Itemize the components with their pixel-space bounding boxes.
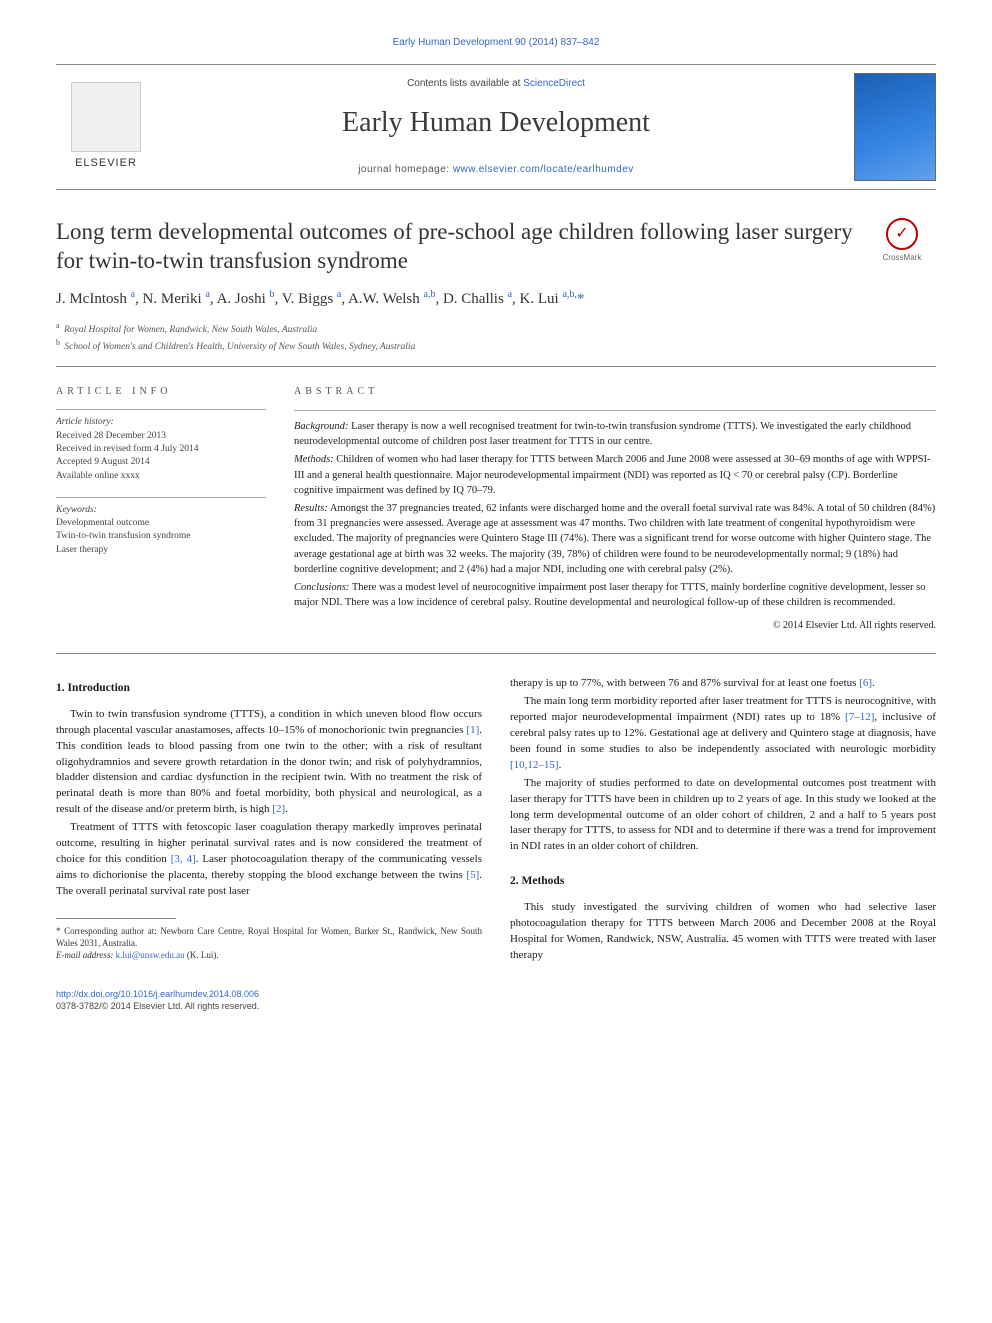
history-label: Article history: — [56, 416, 266, 429]
contents-prefix: Contents lists available at — [407, 78, 523, 89]
ref-link[interactable]: [2] — [272, 803, 285, 815]
keyword: Laser therapy — [56, 544, 266, 557]
history-item: Accepted 9 August 2014 — [56, 456, 266, 469]
article-title: Long term developmental outcomes of pre-… — [56, 218, 858, 276]
abstract-conclusions: Conclusions: There was a modest level of… — [294, 580, 936, 610]
col2-p2: The main long term morbidity reported af… — [510, 694, 936, 774]
affiliations: a Royal Hospital for Women, Randwick, Ne… — [56, 320, 936, 355]
abstract-col: ABSTRACT Background: Laser therapy is no… — [294, 385, 936, 633]
journal-header: ELSEVIER Contents lists available at Sci… — [56, 64, 936, 190]
right-column: therapy is up to 77%, with between 76 an… — [510, 676, 936, 966]
affiliation-b: b School of Women's and Children's Healt… — [56, 337, 936, 354]
ref-link[interactable]: [5] — [466, 869, 479, 881]
journal-center: Contents lists available at ScienceDirec… — [156, 77, 836, 176]
ref-link[interactable]: [1] — [466, 724, 479, 736]
crossmark-badge[interactable]: ✓ CrossMark — [868, 218, 936, 263]
ref-link[interactable]: [10,12–15] — [510, 759, 559, 771]
article-info-head: ARTICLE INFO — [56, 385, 266, 399]
contents-line: Contents lists available at ScienceDirec… — [156, 77, 836, 91]
publisher-logo-block: ELSEVIER — [56, 82, 156, 171]
info-abstract-row: ARTICLE INFO Article history: Received 2… — [56, 385, 936, 633]
abstract-methods: Methods: Children of women who had laser… — [294, 452, 936, 498]
doi-link[interactable]: http://dx.doi.org/10.1016/j.earlhumdev.2… — [56, 989, 259, 999]
abstract-results: Results: Amongst the 37 pregnancies trea… — [294, 501, 936, 577]
body-columns: 1. Introduction Twin to twin transfusion… — [56, 676, 936, 966]
keywords-block: Keywords: Developmental outcome Twin-to-… — [56, 497, 266, 557]
crossmark-label: CrossMark — [883, 253, 922, 262]
page: Early Human Development 90 (2014) 837–84… — [0, 0, 992, 1053]
authors-line: J. McIntosh a, N. Meriki a, A. Joshi b, … — [56, 288, 936, 310]
email-line: E-mail address: k.lui@unsw.edu.au (K. Lu… — [56, 949, 482, 961]
cover-thumb-block — [836, 73, 936, 181]
homepage-url[interactable]: www.elsevier.com/locate/earlhumdev — [453, 164, 634, 175]
ref-link[interactable]: [3, 4] — [171, 853, 196, 865]
keywords-label: Keywords: — [56, 504, 266, 517]
col2-p3: The majority of studies performed to dat… — [510, 776, 936, 856]
rule-mid — [56, 653, 936, 654]
methods-p1: This study investigated the surviving ch… — [510, 900, 936, 964]
section-head-intro: 1. Introduction — [56, 680, 482, 697]
section-head-methods: 2. Methods — [510, 873, 936, 890]
email-link[interactable]: k.lui@unsw.edu.au — [116, 950, 185, 960]
col2-p1: therapy is up to 77%, with between 76 an… — [510, 676, 936, 692]
abstract-background: Background: Laser therapy is now a well … — [294, 419, 936, 449]
ref-link[interactable]: [6] — [859, 677, 872, 689]
top-citation: Early Human Development 90 (2014) 837–84… — [56, 36, 936, 50]
journal-name: Early Human Development — [156, 103, 836, 142]
elsevier-tree-icon — [71, 82, 141, 152]
abstract-copyright: © 2014 Elsevier Ltd. All rights reserved… — [294, 619, 936, 634]
intro-p1: Twin to twin transfusion syndrome (TTTS)… — [56, 707, 482, 819]
doi-block: http://dx.doi.org/10.1016/j.earlhumdev.2… — [56, 988, 936, 1013]
corresponding-footnote: * Corresponding author at: Newborn Care … — [56, 925, 482, 961]
corr-line: * Corresponding author at: Newborn Care … — [56, 925, 482, 949]
history-block: Article history: Received 28 December 20… — [56, 409, 266, 482]
publisher-name: ELSEVIER — [75, 156, 137, 171]
abstract-head: ABSTRACT — [294, 385, 936, 400]
history-item: Available online xxxx — [56, 470, 266, 483]
title-row: Long term developmental outcomes of pre-… — [56, 218, 936, 276]
rule-top — [56, 366, 936, 367]
homepage-line: journal homepage: www.elsevier.com/locat… — [156, 163, 836, 177]
crossmark-icon: ✓ — [886, 218, 918, 250]
journal-cover-thumbnail — [854, 73, 936, 181]
homepage-prefix: journal homepage: — [358, 164, 453, 175]
sciencedirect-link[interactable]: ScienceDirect — [523, 78, 585, 89]
footnote-rule — [56, 918, 176, 919]
ref-link[interactable]: [7–12] — [845, 711, 874, 723]
intro-p2: Treatment of TTTS with fetoscopic laser … — [56, 820, 482, 900]
keyword: Twin-to-twin transfusion syndrome — [56, 530, 266, 543]
affiliation-a: a Royal Hospital for Women, Randwick, Ne… — [56, 320, 936, 337]
left-column: 1. Introduction Twin to twin transfusion… — [56, 676, 482, 966]
abstract-body: Background: Laser therapy is now a well … — [294, 410, 936, 633]
issn-line: 0378-3782/© 2014 Elsevier Ltd. All right… — [56, 1000, 936, 1013]
article-info-col: ARTICLE INFO Article history: Received 2… — [56, 385, 266, 633]
history-item: Received 28 December 2013 — [56, 430, 266, 443]
keyword: Developmental outcome — [56, 517, 266, 530]
history-item: Received in revised form 4 July 2014 — [56, 443, 266, 456]
